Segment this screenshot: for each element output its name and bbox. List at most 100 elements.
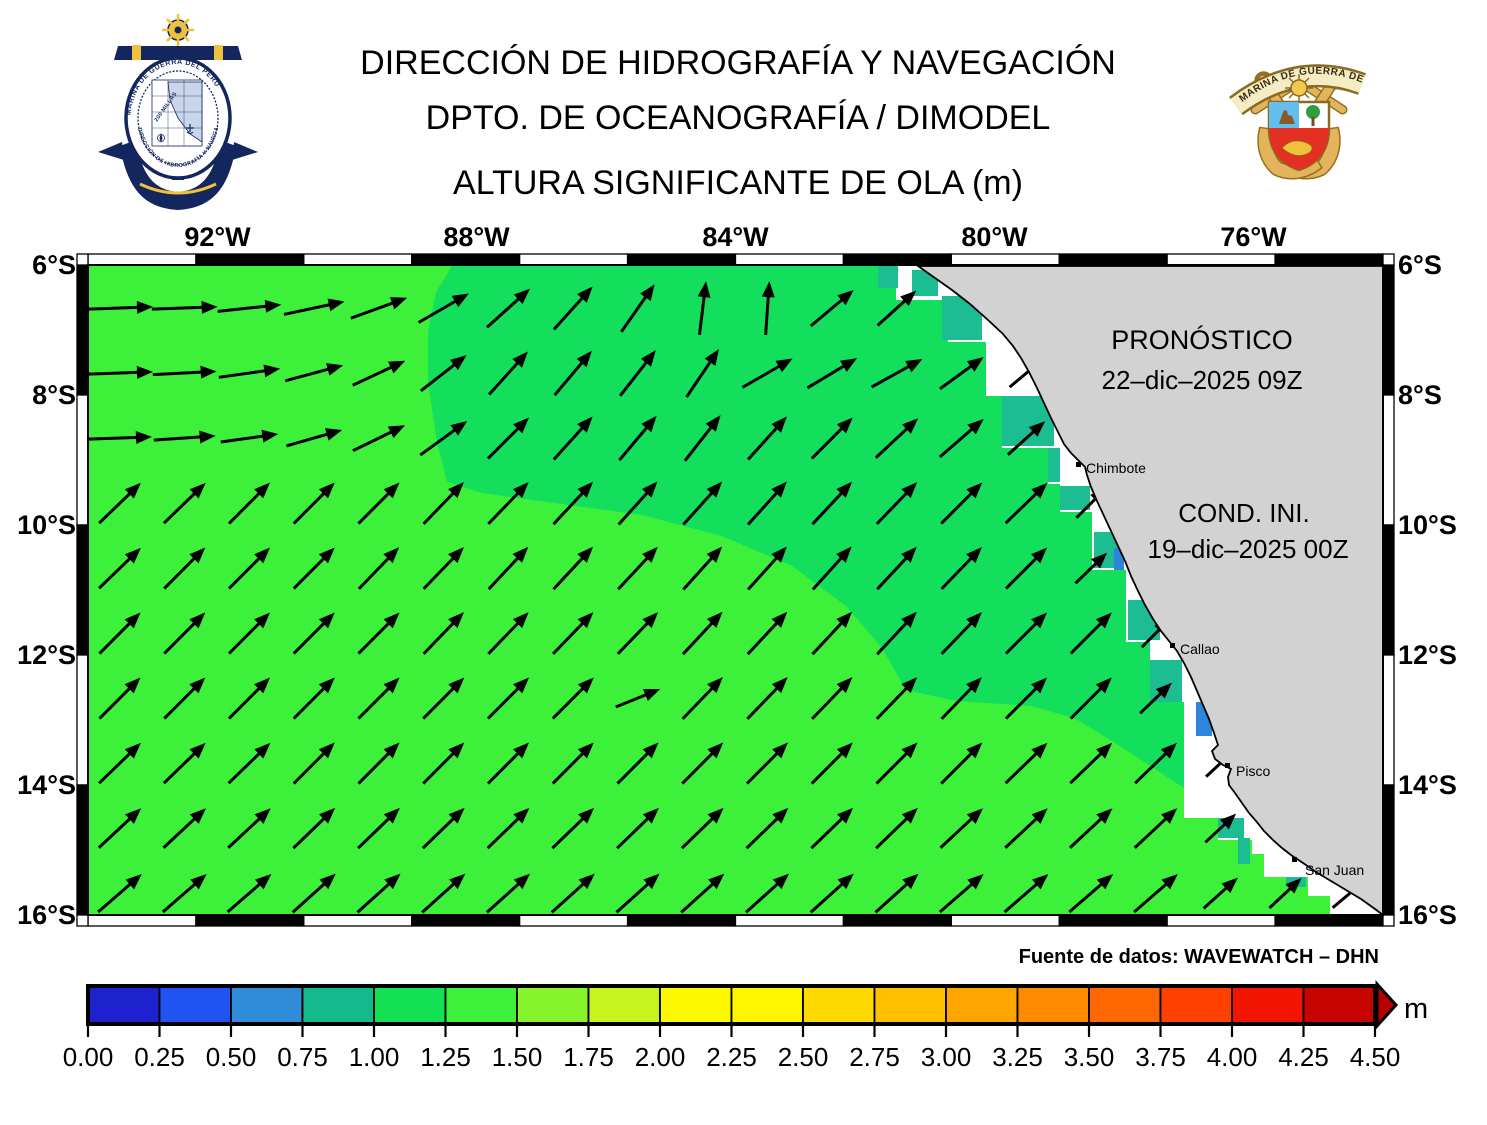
colorbar-label: 1.00 (349, 1042, 400, 1072)
wave-arrow (163, 677, 206, 720)
wave-arrow (618, 415, 657, 462)
wave-arrow (811, 611, 853, 656)
anchor-flukes (120, 140, 236, 210)
wave-arrow (874, 873, 919, 914)
wave-arrow (98, 742, 141, 785)
wave-arrow (1069, 612, 1112, 655)
frame-segment (519, 253, 629, 266)
patch-0_75-1_00m (1060, 486, 1090, 510)
wave-arrow (741, 358, 793, 389)
colorbar-cell (230, 985, 304, 1025)
colorbar-label: 4.00 (1207, 1042, 1258, 1072)
wave-arrow (1133, 873, 1178, 914)
frame-segment (411, 253, 521, 266)
lat-label-left: 12°S (17, 640, 76, 670)
colorbar-cell (1302, 985, 1376, 1025)
wave-arrow (357, 612, 400, 655)
wave-arrow (1069, 742, 1113, 785)
anchor-fluke-gold-line (139, 182, 217, 195)
colorbar-cell (873, 985, 947, 1025)
wave-arrow (811, 546, 852, 591)
wave-arrow (97, 873, 142, 914)
wave-arrow (746, 677, 788, 720)
wave-arrow (162, 808, 206, 849)
colorbar-overflow-arrow-icon (1375, 980, 1399, 1030)
header: DIRECCIÓN DE HIDROGRAFÍA Y NAVEGACIÓN DP… (0, 0, 1366, 210)
frame-segment (1058, 914, 1168, 927)
wave-arrow (939, 357, 984, 391)
wave-arrow (1134, 742, 1177, 785)
frame-segment (1382, 264, 1395, 396)
wave-arrow (151, 300, 218, 314)
map-annotations: PRONÓSTICO 22–dic–2025 09Z COND. INI. 19… (1102, 324, 1349, 564)
wave-arrow (938, 418, 984, 459)
wave-arrow (357, 807, 400, 850)
org-title-line1: DIRECCIÓN DE HIDROGRAFÍA Y NAVEGACIÓN (360, 44, 1116, 82)
wave-arrow (292, 482, 335, 525)
peru-shield-icon (1267, 100, 1331, 172)
wave-arrow (357, 742, 400, 785)
wave-arrow (616, 742, 659, 785)
wave-arrow (283, 298, 345, 316)
wave-arrow (1004, 612, 1048, 655)
wave-arrow (1004, 482, 1048, 525)
colorbar-unit-label: m (1404, 993, 1428, 1025)
wave-arrow (940, 612, 982, 655)
wave-arrow (162, 482, 206, 525)
frame-segment (87, 253, 197, 266)
wave-arrow (292, 612, 335, 655)
wave-arrow (487, 482, 529, 525)
wave-arrow (1003, 873, 1049, 914)
frame-segment (1166, 914, 1276, 927)
frame-segment (303, 253, 413, 266)
map-canvas: Chimbote Callao Pisco San Juan PRONÓSTICO 2… (88, 265, 1383, 915)
wave-arrow (875, 742, 918, 785)
wave-arrow (681, 611, 723, 656)
anchor-arm-right (232, 142, 258, 160)
wave-arrow (292, 742, 335, 785)
wave-arrow (552, 612, 594, 655)
wave-arrow (940, 547, 982, 590)
colorbar-label: 4.50 (1350, 1042, 1401, 1072)
wave-arrow (352, 425, 406, 453)
frame-segment (195, 914, 305, 927)
colorbar-cell (587, 985, 661, 1025)
city-label: Pisco (1236, 763, 1270, 779)
colorbar-label: 0.75 (277, 1042, 328, 1072)
shield-vicuna (1279, 110, 1295, 124)
wave-arrow (761, 281, 775, 336)
colorbar-label: 1.25 (420, 1042, 471, 1072)
wave-arrow (810, 807, 854, 850)
lat-label-left: 14°S (17, 770, 76, 800)
banner-ribbon (1230, 66, 1366, 114)
forecast-label: PRONÓSTICO (1111, 324, 1293, 355)
wave-arrow (1069, 677, 1112, 720)
wave-arrow (552, 416, 593, 461)
colorbar-label: 0.00 (63, 1042, 114, 1072)
frame-segment (76, 784, 89, 916)
wave-arrow (153, 430, 216, 444)
wave-arrow (226, 873, 272, 914)
wave-arrow (938, 873, 984, 914)
wave-arrow (1004, 677, 1048, 720)
wave-arrow (356, 873, 401, 914)
wave-arrow (485, 873, 531, 914)
wave-arrow (1268, 877, 1302, 910)
wave-arrow (88, 365, 153, 379)
wave-arrow (285, 428, 343, 448)
wave-arrow (617, 481, 658, 526)
wave-arrow (419, 420, 468, 457)
wave-arrow (875, 482, 918, 525)
wave-arrow (616, 807, 659, 850)
wave-arrow (685, 348, 719, 398)
lat-label-left: 10°S (17, 510, 76, 540)
wave-arrow (422, 482, 464, 525)
frame-segment (1274, 253, 1384, 266)
lat-label-left: 8°S (32, 380, 76, 410)
wave-arrow (683, 415, 721, 462)
map-frame (76, 253, 1395, 927)
wave-arrow (615, 873, 660, 914)
wave-arrow (1133, 808, 1178, 849)
